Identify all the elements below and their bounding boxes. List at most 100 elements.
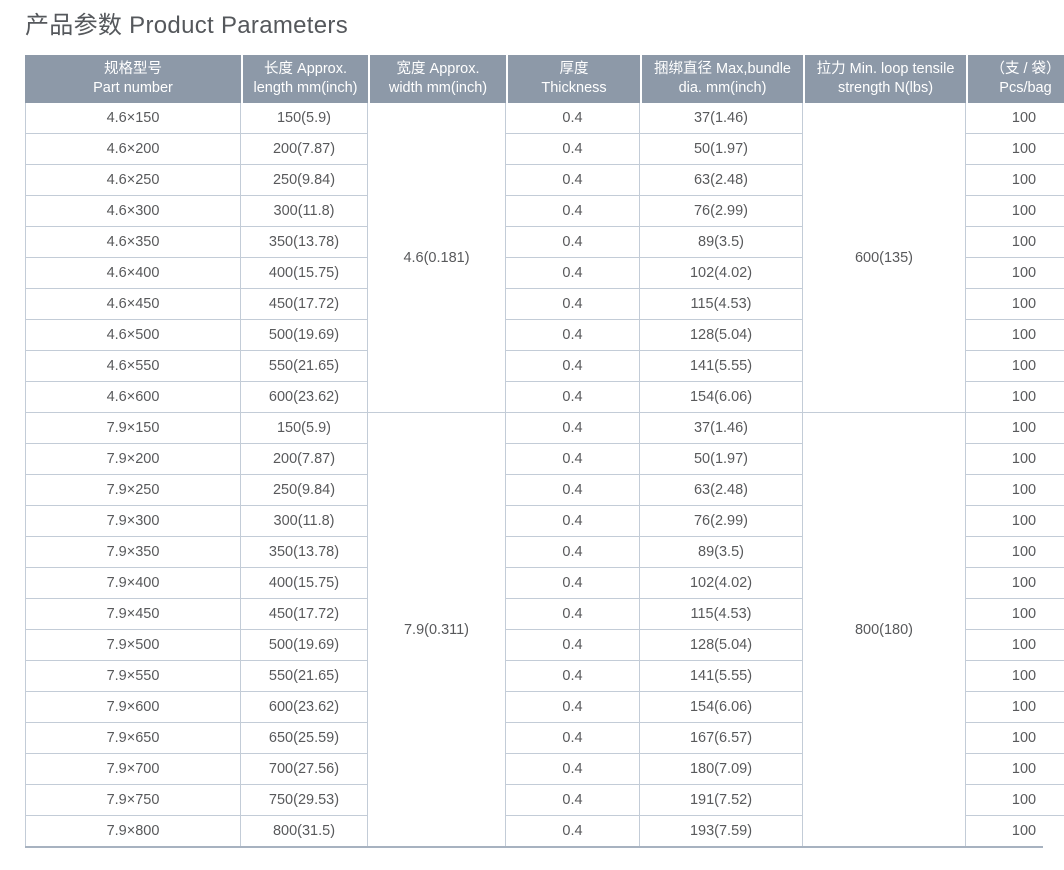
cell-length: 550(21.65) — [241, 661, 368, 692]
column-header-part: 规格型号 Part number — [25, 55, 241, 103]
cell-bundle: 89(3.5) — [640, 227, 803, 258]
cell-length: 600(23.62) — [241, 382, 368, 413]
cell-pcs: 100 — [966, 599, 1064, 630]
cell-length: 250(9.84) — [241, 165, 368, 196]
column-header-length-zh: 长度 Approx. — [264, 61, 347, 77]
cell-length: 800(31.5) — [241, 816, 368, 846]
cell-thickness: 0.4 — [506, 382, 640, 413]
table-row: 7.9×300 300(11.8) 0.4 76(2.99) 100 — [25, 506, 1064, 537]
cell-bundle: 50(1.97) — [640, 134, 803, 165]
cell-bundle: 180(7.09) — [640, 754, 803, 785]
cell-thickness: 0.4 — [506, 258, 640, 289]
cell-part: 7.9×250 — [25, 475, 241, 506]
column-header-strength-en: strength N(lbs) — [837, 80, 934, 96]
column-header-pcs-en: Pcs/bag — [999, 80, 1052, 96]
cell-bundle: 167(6.57) — [640, 723, 803, 754]
cell-bundle: 115(4.53) — [640, 289, 803, 320]
cell-thickness: 0.4 — [506, 165, 640, 196]
cell-pcs: 100 — [966, 444, 1064, 475]
cell-bundle: 50(1.97) — [640, 444, 803, 475]
cell-thickness: 0.4 — [506, 785, 640, 816]
cell-thickness: 0.4 — [506, 413, 640, 444]
cell-pcs: 100 — [966, 785, 1064, 816]
table-header: 规格型号 Part number 长度 Approx. length mm(inch)… — [25, 55, 1064, 103]
cell-part: 4.6×150 — [25, 103, 241, 134]
cell-length: 650(25.59) — [241, 723, 368, 754]
column-header-length: 长度 Approx. length mm(inch) — [241, 55, 368, 103]
table-row: 7.9×400 400(15.75) 0.4 102(4.02) 100 — [25, 568, 1064, 599]
cell-pcs: 100 — [966, 196, 1064, 227]
cell-pcs: 100 — [966, 103, 1064, 134]
cell-part: 7.9×300 — [25, 506, 241, 537]
cell-length: 300(11.8) — [241, 506, 368, 537]
table-row: 7.9×750 750(29.53) 0.4 191(7.52) 100 — [25, 785, 1064, 816]
table-row: 4.6×250 250(9.84) 0.4 63(2.48) 100 — [25, 165, 1064, 196]
cell-part: 7.9×500 — [25, 630, 241, 661]
table-row: 4.6×300 300(11.8) 0.4 76(2.99) 100 — [25, 196, 1064, 227]
cell-length: 400(15.75) — [241, 258, 368, 289]
cell-part: 7.9×600 — [25, 692, 241, 723]
cell-length: 700(27.56) — [241, 754, 368, 785]
cell-bundle: 141(5.55) — [640, 351, 803, 382]
column-header-bundle-en: dia. mm(inch) — [678, 80, 767, 96]
cell-pcs: 100 — [966, 289, 1064, 320]
column-header-strength-zh: 拉力 Min. loop tensile — [816, 61, 955, 77]
cell-strength: 600(135) — [803, 103, 966, 413]
cell-part: 7.9×750 — [25, 785, 241, 816]
cell-length: 750(29.53) — [241, 785, 368, 816]
cell-width: 7.9(0.311) — [368, 413, 506, 846]
cell-pcs: 100 — [966, 506, 1064, 537]
column-header-bundle: 捆绑直径 Max,bundle dia. mm(inch) — [640, 55, 803, 103]
cell-pcs: 100 — [966, 568, 1064, 599]
cell-part: 7.9×700 — [25, 754, 241, 785]
cell-thickness: 0.4 — [506, 568, 640, 599]
cell-part: 4.6×200 — [25, 134, 241, 165]
cell-length: 200(7.87) — [241, 444, 368, 475]
column-header-part-en: Part number — [93, 80, 173, 96]
cell-part: 4.6×600 — [25, 382, 241, 413]
table-header-row: 规格型号 Part number 长度 Approx. length mm(inch)… — [25, 55, 1064, 103]
cell-pcs: 100 — [966, 475, 1064, 506]
cell-length: 500(19.69) — [241, 630, 368, 661]
cell-length: 350(13.78) — [241, 537, 368, 568]
cell-part: 7.9×550 — [25, 661, 241, 692]
cell-pcs: 100 — [966, 537, 1064, 568]
cell-pcs: 100 — [966, 413, 1064, 444]
cell-pcs: 100 — [966, 382, 1064, 413]
cell-part: 4.6×550 — [25, 351, 241, 382]
cell-part: 4.6×450 — [25, 289, 241, 320]
cell-bundle: 193(7.59) — [640, 816, 803, 846]
cell-length: 250(9.84) — [241, 475, 368, 506]
cell-length: 450(17.72) — [241, 599, 368, 630]
column-header-thickness: 厚度 Thickness — [506, 55, 640, 103]
cell-thickness: 0.4 — [506, 692, 640, 723]
cell-bundle: 154(6.06) — [640, 692, 803, 723]
cell-part: 7.9×400 — [25, 568, 241, 599]
cell-pcs: 100 — [966, 692, 1064, 723]
cell-pcs: 100 — [966, 320, 1064, 351]
cell-thickness: 0.4 — [506, 320, 640, 351]
cell-length: 600(23.62) — [241, 692, 368, 723]
cell-length: 550(21.65) — [241, 351, 368, 382]
cell-part: 7.9×200 — [25, 444, 241, 475]
cell-length: 150(5.9) — [241, 413, 368, 444]
cell-thickness: 0.4 — [506, 289, 640, 320]
cell-thickness: 0.4 — [506, 227, 640, 258]
cell-thickness: 0.4 — [506, 134, 640, 165]
table-row: 7.9×350 350(13.78) 0.4 89(3.5) 100 — [25, 537, 1064, 568]
cell-part: 7.9×650 — [25, 723, 241, 754]
cell-part: 4.6×350 — [25, 227, 241, 258]
table-row: 7.9×800 800(31.5) 0.4 193(7.59) 100 — [25, 816, 1064, 846]
cell-thickness: 0.4 — [506, 103, 640, 134]
cell-part: 4.6×500 — [25, 320, 241, 351]
table-row: 7.9×150 150(5.9) 7.9(0.311) 0.4 37(1.46) 800(… — [25, 413, 1064, 846]
cell-part: 4.6×250 — [25, 165, 241, 196]
cell-bundle: 76(2.99) — [640, 196, 803, 227]
table-row: 7.9×550 550(21.65) 0.4 141(5.55) 100 — [25, 661, 1064, 692]
cell-part: 4.6×300 — [25, 196, 241, 227]
cell-pcs: 100 — [966, 630, 1064, 661]
cell-bundle: 37(1.46) — [640, 413, 803, 444]
table-row: 4.6×450 450(17.72) 0.4 115(4.53) 100 — [25, 289, 1064, 320]
cell-part: 7.9×150 — [25, 413, 241, 444]
cell-bundle: 141(5.55) — [640, 661, 803, 692]
